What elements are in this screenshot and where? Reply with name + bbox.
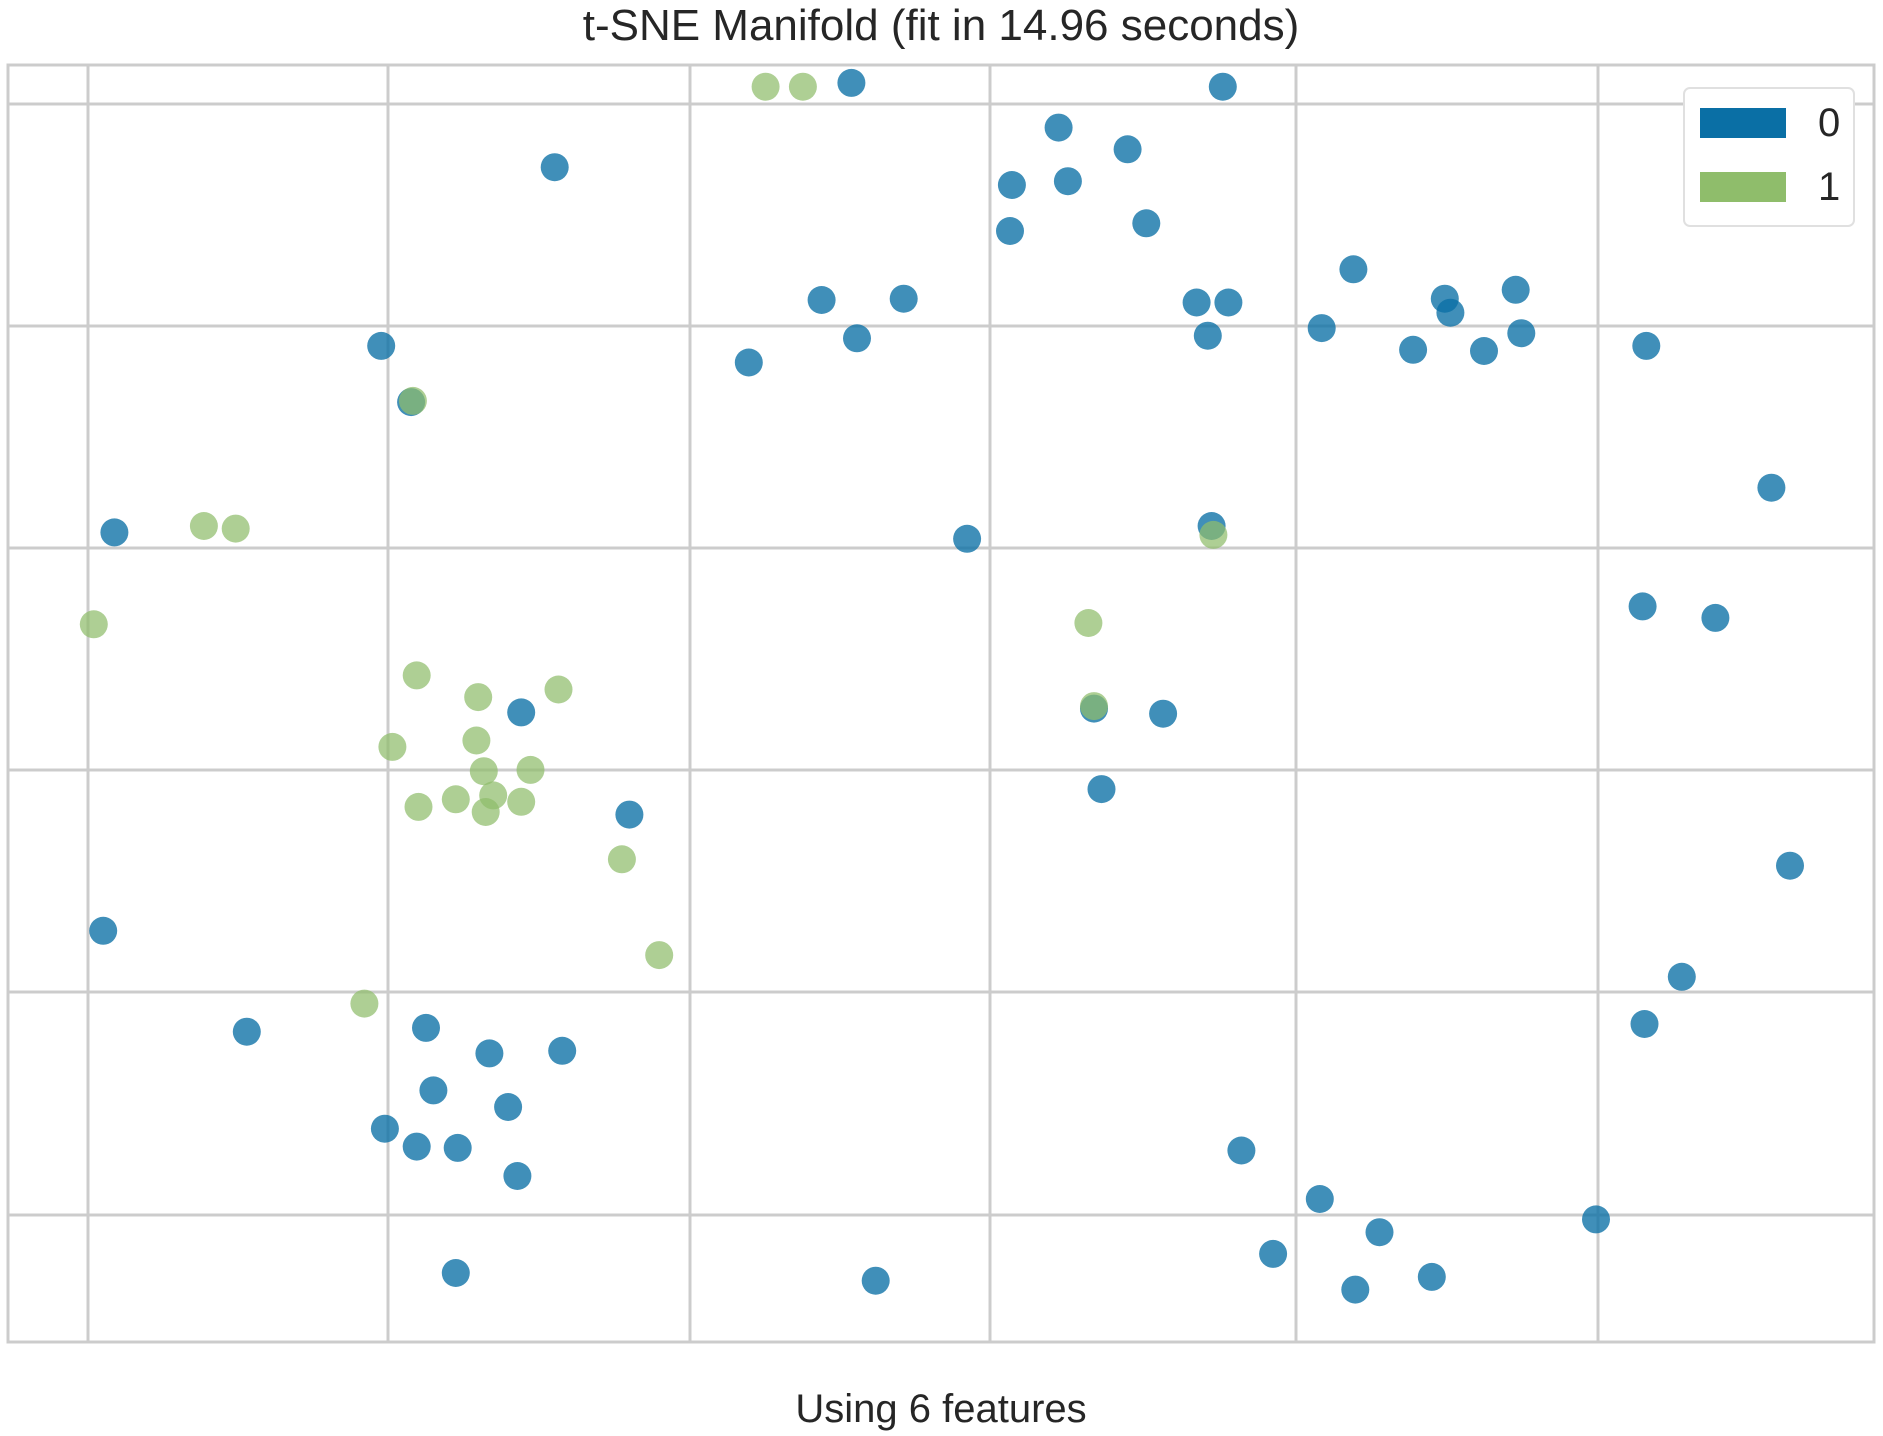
scatter-point-class-0 xyxy=(1113,135,1142,164)
scatter-point-class-1 xyxy=(404,792,433,821)
scatter-point-class-0 xyxy=(1365,1218,1394,1247)
scatter-point-class-0 xyxy=(1417,1262,1446,1291)
scatter-point-class-1 xyxy=(471,798,500,826)
scatter-point-class-1 xyxy=(1199,520,1228,549)
scatter-point-class-0 xyxy=(89,916,118,945)
scatter-point-class-1 xyxy=(516,755,545,784)
grid-lines xyxy=(8,65,1874,1342)
scatter-point-class-0 xyxy=(402,1132,431,1161)
scatter-point-class-1 xyxy=(189,512,218,540)
scatter-point-class-0 xyxy=(1701,603,1730,632)
scatter-point-class-0 xyxy=(734,348,763,377)
scatter-point-class-1 xyxy=(607,845,636,874)
scatter-point-class-0 xyxy=(1776,851,1804,880)
scatter-point-class-1 xyxy=(378,732,407,761)
scatter-point-class-0 xyxy=(1227,1136,1256,1165)
scatter-point-class-0 xyxy=(507,698,536,727)
scatter-point-class-0 xyxy=(1307,314,1336,343)
scatter-point-class-1 xyxy=(1074,609,1103,637)
scatter-point-class-1 xyxy=(398,386,427,415)
scatter-point-class-0 xyxy=(1087,775,1116,804)
scatter-point-class-1 xyxy=(350,989,379,1018)
x-axis-label: Using 6 features xyxy=(795,1387,1086,1431)
scatter-point-class-0 xyxy=(1757,473,1786,502)
scatter-point-class-1 xyxy=(462,726,491,755)
chart-title: t-SNE Manifold (fit in 14.96 seconds) xyxy=(583,1,1300,50)
scatter-point-class-0 xyxy=(807,286,836,314)
scatter-point-class-0 xyxy=(1149,699,1178,728)
scatter-points xyxy=(79,68,1804,1304)
scatter-point-class-0 xyxy=(1132,209,1161,238)
scatter-point-class-1 xyxy=(79,610,108,639)
legend: 01 xyxy=(1683,87,1855,227)
scatter-point-class-0 xyxy=(1053,167,1082,196)
legend-label-1: 1 xyxy=(1818,165,1840,209)
scatter-point-class-0 xyxy=(1193,321,1222,350)
scatter-point-class-0 xyxy=(1470,337,1498,365)
scatter-point-class-1 xyxy=(507,787,536,816)
scatter-point-class-1 xyxy=(402,661,431,690)
scatter-point-class-1 xyxy=(441,785,470,814)
scatter-point-class-0 xyxy=(1305,1185,1334,1213)
scatter-point-class-1 xyxy=(464,683,493,712)
scatter-point-class-0 xyxy=(1399,335,1428,364)
scatter-point-class-0 xyxy=(1582,1205,1610,1234)
scatter-point-class-0 xyxy=(1436,298,1465,327)
scatter-point-class-0 xyxy=(419,1076,448,1105)
scatter-point-class-0 xyxy=(1339,255,1368,284)
legend-swatch-1 xyxy=(1700,172,1786,202)
scatter-point-class-0 xyxy=(540,153,569,182)
scatter-point-class-1 xyxy=(1080,692,1108,721)
scatter-point-class-0 xyxy=(1182,288,1211,317)
scatter-point-class-0 xyxy=(548,1036,577,1065)
scatter-point-class-0 xyxy=(1507,319,1536,348)
scatter-point-class-0 xyxy=(100,518,129,547)
scatter-point-class-0 xyxy=(503,1162,532,1190)
scatter-point-class-0 xyxy=(370,1114,399,1143)
scatter-point-class-0 xyxy=(1667,962,1696,991)
scatter-point-class-0 xyxy=(1214,288,1243,317)
scatter-point-class-0 xyxy=(232,1017,261,1046)
scatter-point-class-0 xyxy=(475,1039,504,1068)
scatter-point-class-0 xyxy=(953,524,982,553)
scatter-point-class-1 xyxy=(221,514,250,543)
scatter-point-class-0 xyxy=(1501,275,1530,304)
scatter-point-class-0 xyxy=(494,1093,523,1121)
scatter-point-class-1 xyxy=(469,757,498,786)
legend-swatch-0 xyxy=(1700,108,1786,138)
scatter-point-class-0 xyxy=(1630,1010,1659,1038)
scatter-point-class-0 xyxy=(1259,1239,1288,1268)
scatter-point-class-1 xyxy=(751,72,780,101)
scatter-point-class-0 xyxy=(443,1133,472,1162)
scatter-point-class-1 xyxy=(645,941,674,970)
scatter-point-class-0 xyxy=(1632,331,1661,360)
scatter-point-class-0 xyxy=(1044,113,1073,142)
scatter-point-class-0 xyxy=(996,217,1024,245)
scatter-point-class-0 xyxy=(1208,72,1237,101)
scatter-point-class-0 xyxy=(889,284,918,313)
scatter-point-class-0 xyxy=(1341,1275,1370,1304)
scatter-point-class-0 xyxy=(843,324,871,353)
plot-area xyxy=(6,63,1876,1344)
scatter-point-class-0 xyxy=(367,331,396,360)
legend-label-0: 0 xyxy=(1818,101,1840,145)
scatter-point-class-0 xyxy=(1628,592,1657,621)
scatter-point-class-1 xyxy=(788,72,817,101)
scatter-point-class-0 xyxy=(412,1013,440,1042)
scatter-point-class-0 xyxy=(837,68,866,97)
scatter-point-class-0 xyxy=(441,1259,470,1287)
scatter-point-class-0 xyxy=(861,1266,890,1295)
scatter-point-class-0 xyxy=(997,171,1026,199)
scatter-point-class-1 xyxy=(544,675,573,704)
scatter-point-class-0 xyxy=(615,800,644,829)
